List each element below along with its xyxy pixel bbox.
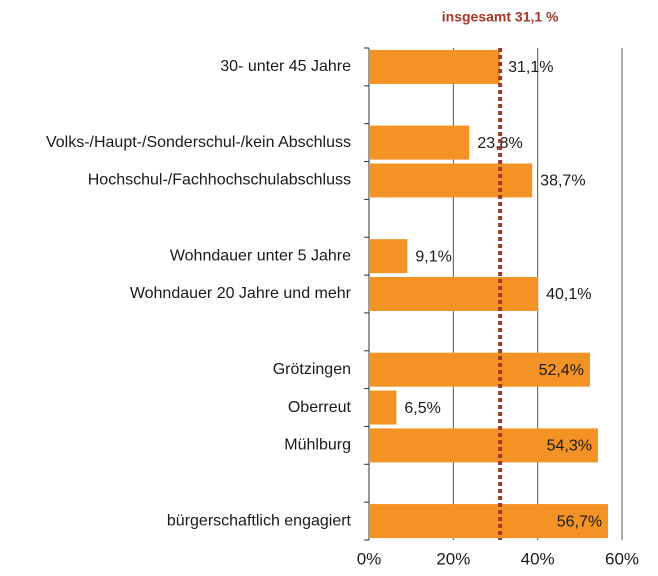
bar [369,504,609,539]
bar [369,163,533,198]
data-label: 40,1% [546,286,591,303]
data-label: 54,3% [547,438,592,455]
bar [369,239,408,274]
y-tick-label: Hochschul-/Fachhochschulabschluss [88,172,351,189]
data-label: 9,1% [415,248,451,265]
data-label: 52,4% [539,362,584,379]
bar [369,277,539,311]
bar [369,352,590,387]
bar [369,390,397,425]
x-tick-label: 40% [521,549,555,568]
data-label: 23,8% [477,135,522,152]
y-tick-label: bürgerschaftlich engagiert [167,512,352,529]
y-tick-label: Volks-/Haupt-/Sonderschul-/kein Abschlus… [46,134,351,151]
bar [369,428,598,463]
y-tick-label: Grötzingen [273,361,351,378]
x-tick-label: 60% [605,549,639,568]
reference-label: insgesamt 31,1 % [442,9,559,25]
y-tick-label: Wohndauer 20 Jahre und mehr [130,285,352,302]
data-label: 56,7% [557,513,602,530]
y-tick-label: Mühlburg [284,437,351,454]
y-tick-label: 30- unter 45 Jahre [220,58,351,75]
data-label: 38,7% [540,173,585,190]
data-label: 6,5% [404,400,440,417]
bar [369,125,470,160]
bar [369,49,501,84]
data-label: 31,1% [508,59,553,76]
x-tick-label: 0% [357,549,382,568]
y-tick-label: Wohndauer unter 5 Jahre [170,247,351,264]
x-tick-label: 20% [436,549,470,568]
y-tick-label: Oberreut [288,399,352,416]
